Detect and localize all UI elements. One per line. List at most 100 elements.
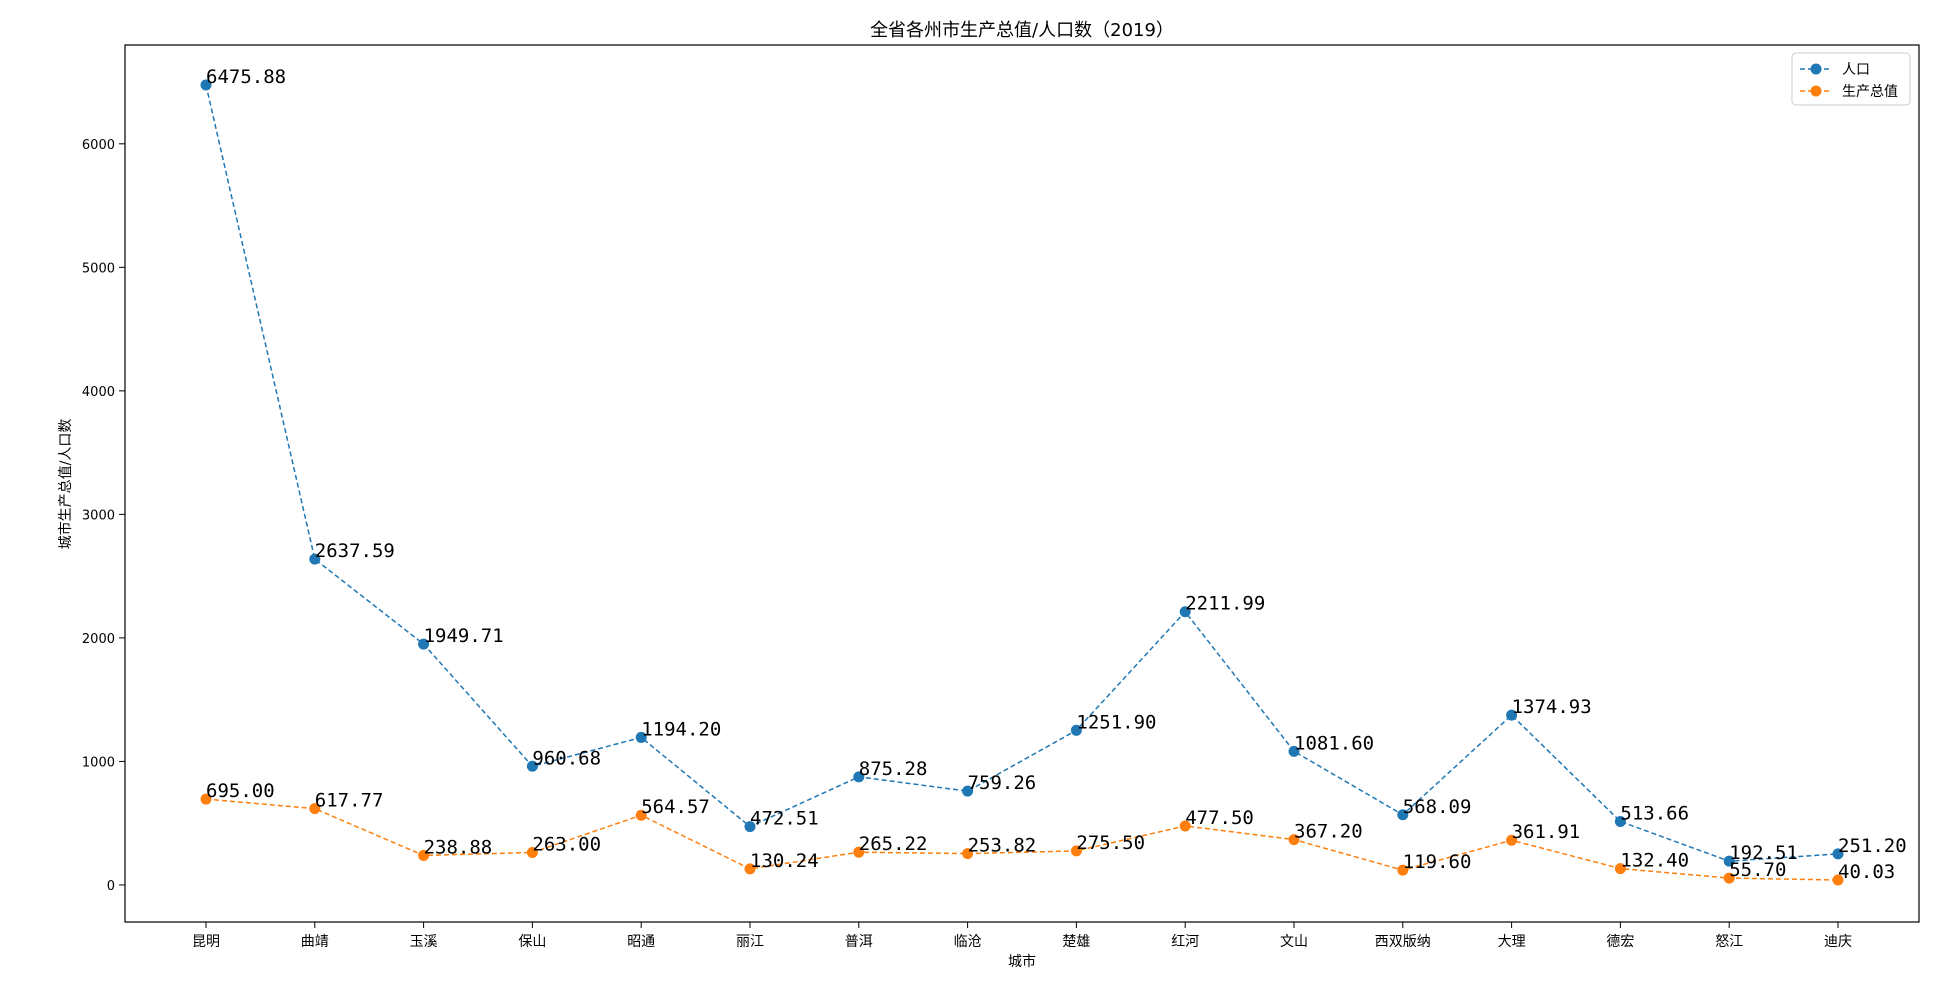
data-point [1397,864,1409,876]
data-point [309,803,321,815]
data-label: 1081.60 [1294,732,1374,754]
data-label: 513.66 [1620,802,1689,824]
data-label: 263.00 [532,833,601,855]
legend-marker-population [1810,63,1822,75]
x-tick-label: 丽江 [736,934,764,950]
legend-label-gdp: 生产总值 [1842,84,1898,100]
data-label: 875.28 [859,758,928,780]
data-label: 6475.88 [206,66,286,88]
x-tick-label: 迪庆 [1824,934,1852,950]
data-point [744,863,756,875]
x-tick-label: 怒江 [1715,934,1743,950]
data-point [1397,809,1409,821]
data-point [744,821,756,833]
y-tick-label: 2000 [82,632,115,647]
series-line [205,798,1839,881]
data-point [200,793,212,805]
y-tick-label: 0 [107,879,115,894]
data-point [1614,815,1626,827]
data-label: 695.00 [206,780,275,802]
legend-box [1791,52,1911,106]
data-point [1070,724,1082,736]
data-label: 2211.99 [1185,593,1265,615]
data-label: 361.91 [1512,821,1581,843]
series-layer: 6475.88 2637.59 1949.71 960.68 1194.20 472.51… [200,66,1907,886]
y-tick-label: 4000 [82,385,115,400]
legend-label-population: 人口 [1842,62,1870,78]
data-label: 238.88 [424,836,493,858]
y-tick-label: 1000 [82,755,115,770]
data-label: 759.26 [968,772,1037,794]
data-label: 251.20 [1838,835,1907,857]
data-label: 40.03 [1838,861,1895,883]
data-point [1070,845,1082,857]
data-point [962,785,974,797]
x-tick-label: 西双版纳 [1375,934,1431,950]
data-label: 2637.59 [315,540,395,562]
data-label: 477.50 [1185,807,1254,829]
data-point [526,760,538,772]
data-point [1506,834,1518,846]
data-label: 1949.71 [424,625,504,647]
data-point [962,848,974,860]
x-tick-label: 文山 [1280,934,1308,950]
x-tick-label: 普洱 [845,934,873,950]
x-tick-label: 临沧 [954,933,982,950]
data-point [1179,820,1191,832]
x-tick-label: 大理 [1498,934,1526,950]
data-label: 367.20 [1294,821,1363,843]
series-gdp: 695.00 617.77 238.88 263.00 564.57 130.24 265.… [200,780,1895,886]
y-tick-label: 3000 [82,508,115,523]
y-axis-label: 城市生产总值/人口数 [57,419,74,550]
x-tick-label: 楚雄 [1062,934,1090,950]
data-point [1179,606,1191,618]
data-label: 1194.20 [641,718,721,740]
data-label: 564.57 [641,796,710,818]
data-label: 119.60 [1403,851,1472,873]
y-tick-label: 5000 [82,261,115,276]
legend-marker-gdp [1810,85,1822,97]
data-point [309,553,321,565]
data-point [526,846,538,858]
data-label: 265.22 [859,833,928,855]
data-point [200,79,212,91]
data-label: 275.50 [1076,832,1145,854]
data-point [853,771,865,783]
data-point [853,846,865,858]
x-tick-label: 昭通 [627,934,655,950]
legend: 人口 生产总值 [1791,52,1911,106]
y-tick-label: 6000 [82,138,115,153]
data-point [635,731,647,743]
data-point [1288,745,1300,757]
x-axis-label: 城市 [1008,953,1036,970]
series-line [205,84,1839,862]
data-label: 960.68 [532,747,601,769]
data-label: 132.40 [1620,850,1689,872]
x-axis: 昆明 曲靖 玉溪 保山 昭通 丽江 普洱 临沧 楚雄 红河 文山 西双版纳 大理 德宏 怒江 迪庆 [192,922,1852,950]
x-tick-label: 曲靖 [301,934,329,950]
data-point [418,849,430,861]
data-point [1506,709,1518,721]
plot-frame [124,44,1920,923]
data-label: 472.51 [750,808,819,830]
x-tick-label: 保山 [518,934,546,950]
data-label: 55.70 [1729,859,1786,881]
x-tick-label: 玉溪 [410,934,438,950]
data-point [635,809,647,821]
data-point [418,638,430,650]
data-point [1723,872,1735,884]
data-label: 192.51 [1729,842,1798,864]
data-point [1288,834,1300,846]
data-label: 1374.93 [1512,696,1592,718]
x-tick-label: 德宏 [1606,934,1634,950]
data-label: 130.24 [750,850,819,872]
data-label: 1251.90 [1076,711,1156,733]
chart-title: 全省各州市生产总值/人口数（2019） [870,20,1174,41]
data-point [1832,848,1844,860]
data-label: 617.77 [315,790,384,812]
series-population: 6475.88 2637.59 1949.71 960.68 1194.20 472.51… [200,66,1907,867]
data-point [1614,863,1626,875]
data-label: 568.09 [1403,796,1472,818]
x-tick-label: 昆明 [192,934,220,950]
